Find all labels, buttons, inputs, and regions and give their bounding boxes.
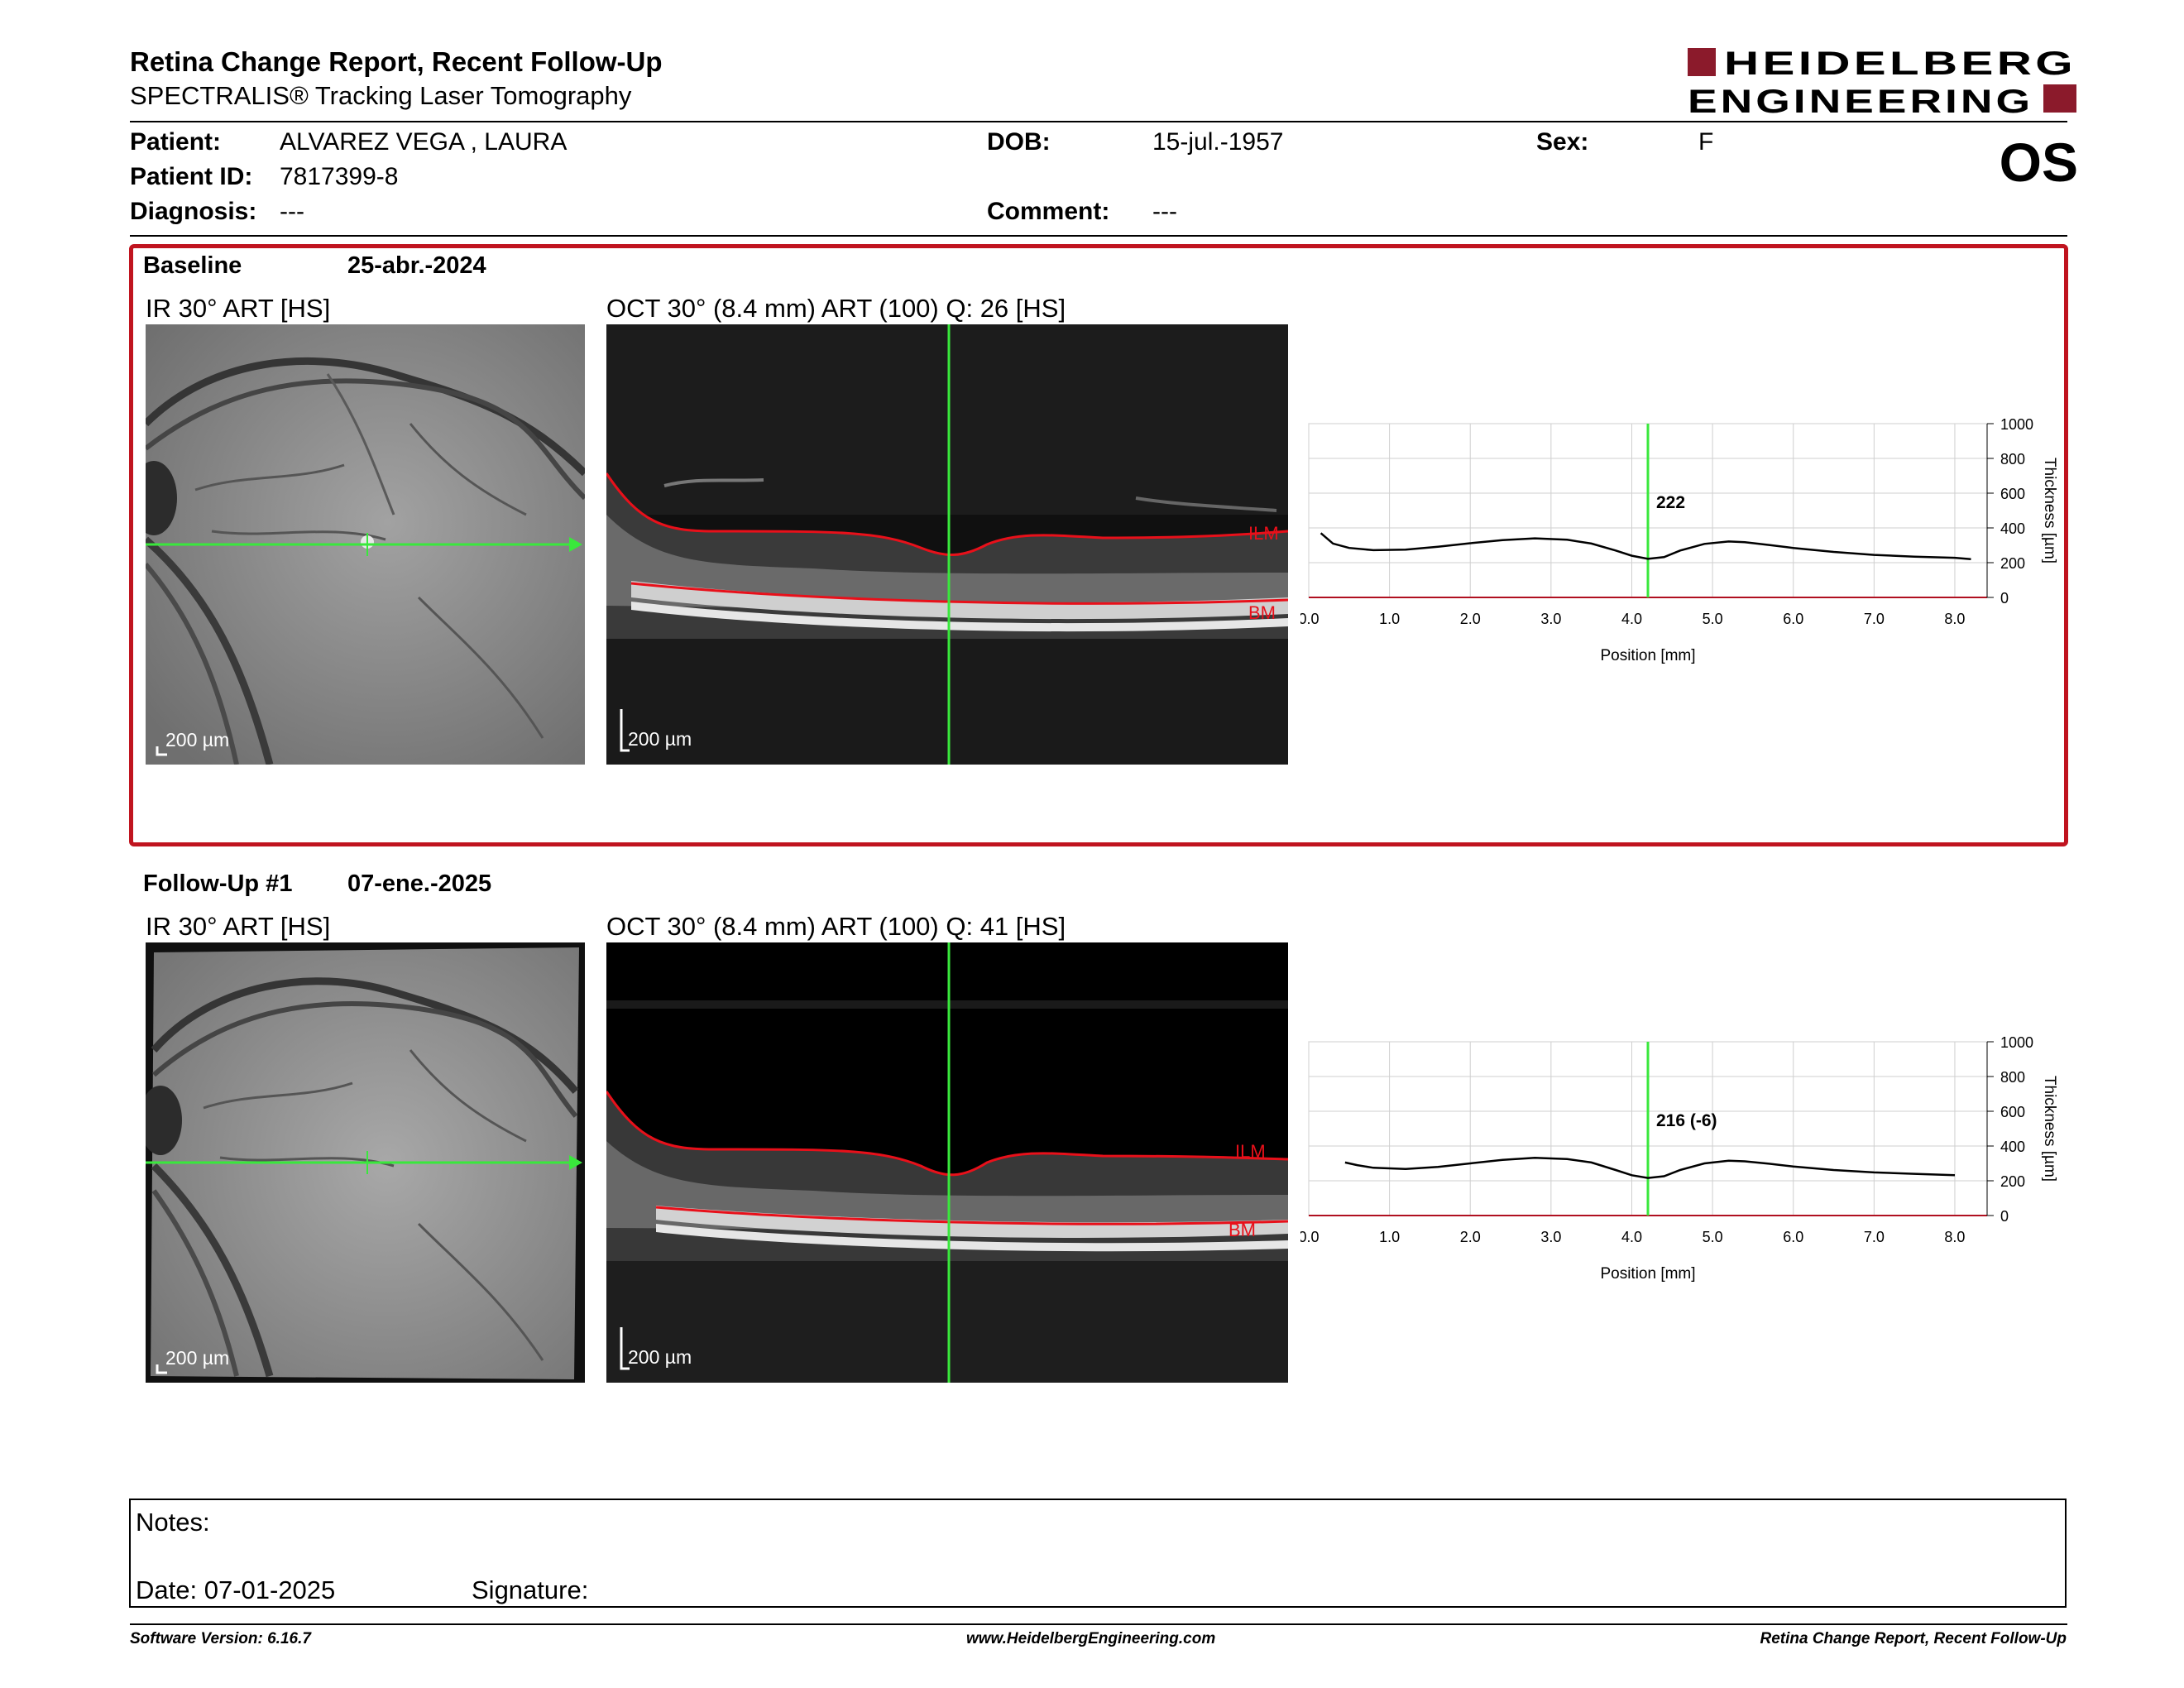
chart-y-tick-label: 0 (2000, 1208, 2009, 1225)
chart-x-tick-label: 7.0 (1864, 611, 1885, 627)
chart-thickness-line (1344, 1157, 1956, 1179)
patient-id-value: 7817399-8 (280, 163, 399, 190)
chart-x-tick-label: 5.0 (1703, 1229, 1723, 1245)
chart-y-tick-label: 1000 (2000, 416, 2033, 433)
followup-thickness-chart: 0.0 1.0 2.0 3.0 4.0 5.0 6.0 7.0 8.0 0 200 400 600 800… (1300, 1034, 2058, 1283)
followup-bm-label: BM (1228, 1220, 1256, 1240)
chart-x-tick-label: 4.0 (1621, 1229, 1642, 1245)
header-divider (130, 121, 2067, 122)
chart-x-tick-label: 0.0 (1300, 1229, 1320, 1245)
chart-y-tick-label: 1000 (2000, 1034, 2033, 1051)
diagnosis-label: Diagnosis: (130, 198, 257, 225)
notes-label: Notes: (136, 1508, 210, 1537)
followup-label: Follow-Up #1 (143, 870, 293, 897)
notes-box[interactable] (129, 1499, 2067, 1608)
followup-ir-fundus-image[interactable]: 200 µm (146, 942, 585, 1383)
sex-label: Sex: (1536, 128, 1589, 156)
chart-x-tick-label: 5.0 (1703, 611, 1723, 627)
report-title: Retina Change Report, Recent Follow-Up (130, 46, 663, 77)
signature-label: Signature: (472, 1575, 589, 1604)
chart-y-axis-label: Thickness [µm] (2041, 458, 2058, 563)
chart-x-tick-label: 0.0 (1300, 611, 1320, 627)
followup-oct-caption: OCT 30° (8.4 mm) ART (100) Q: 41 [HS] (606, 912, 1066, 941)
followup-oct-bscan-image[interactable]: ILM BM 200 µm (606, 942, 1288, 1383)
baseline-ilm-label: ILM (1248, 523, 1279, 544)
footer-divider (130, 1623, 2067, 1625)
chart-x-tick-label: 3.0 (1540, 1229, 1561, 1245)
chart-y-tick-label: 400 (2000, 1139, 2025, 1155)
chart-y-tick-label: 400 (2000, 520, 2025, 537)
baseline-oct-caption: OCT 30° (8.4 mm) ART (100) Q: 26 [HS] (606, 294, 1066, 323)
baseline-oct-bscan-image[interactable]: ILM BM 200 µm (606, 324, 1288, 765)
chart-y-tick-label: 0 (2000, 590, 2009, 607)
chart-x-tick-label: 1.0 (1379, 1229, 1400, 1245)
chart-x-tick-label: 1.0 (1379, 611, 1400, 627)
baseline-section-frame (129, 244, 2068, 846)
baseline-bm-label: BM (1248, 602, 1276, 623)
logo-line1: HEIDELBERG (1724, 46, 2076, 82)
chart-y-tick-label: 200 (2000, 555, 2025, 572)
baseline-ir-scale-label: 200 µm (165, 729, 230, 750)
chart-x-axis-label: Position [mm] (1600, 1265, 1695, 1283)
chart-cursor-value-label: 222 (1656, 493, 1685, 512)
patient-id-label: Patient ID: (130, 163, 253, 190)
footer-software-version: Software Version: 6.16.7 (130, 1630, 311, 1647)
chart-x-tick-label: 3.0 (1540, 611, 1561, 627)
chart-x-tick-label: 2.0 (1460, 1229, 1481, 1245)
notes-date: Date: 07-01-2025 (136, 1575, 336, 1604)
baseline-ir-caption: IR 30° ART [HS] (146, 294, 331, 323)
chart-thickness-line (1320, 532, 1971, 561)
baseline-ir-fundus-image[interactable]: 200 µm (146, 324, 585, 765)
chart-y-tick-label: 600 (2000, 1104, 2025, 1120)
logo-line2: ENGINEERING (1688, 84, 2033, 116)
followup-ir-caption: IR 30° ART [HS] (146, 912, 331, 941)
chart-x-tick-label: 4.0 (1621, 611, 1642, 627)
chart-y-tick-label: 800 (2000, 1069, 2025, 1086)
chart-y-tick-label: 800 (2000, 451, 2025, 468)
chart-x-tick-label: 8.0 (1944, 1229, 1965, 1245)
footer-report-name: Retina Change Report, Recent Follow-Up (1760, 1630, 2067, 1647)
dob-label: DOB: (987, 128, 1051, 156)
report-subtitle: SPECTRALIS® Tracking Laser Tomography (130, 81, 632, 110)
chart-cursor-value-label: 216 (-6) (1656, 1111, 1717, 1130)
baseline-date: 25-abr.-2024 (347, 252, 486, 279)
followup-date: 07-ene.-2025 (347, 870, 492, 897)
diagnosis-value: --- (280, 198, 304, 225)
eye-indicator: OS (1999, 132, 2078, 193)
sex-value: F (1698, 128, 1714, 156)
dob-value: 15-jul.-1957 (1152, 128, 1284, 156)
chart-y-tick-label: 600 (2000, 486, 2025, 502)
comment-label: Comment: (987, 198, 1110, 225)
baseline-oct-scale-label: 200 µm (628, 728, 692, 750)
chart-x-tick-label: 6.0 (1783, 611, 1803, 627)
comment-value: --- (1152, 198, 1177, 225)
baseline-thickness-chart: 0.0 1.0 2.0 3.0 4.0 5.0 6.0 7.0 8.0 0 200 400 600 800… (1300, 416, 2058, 664)
patient-name: ALVAREZ VEGA , LAURA (280, 128, 568, 156)
followup-oct-scale-label: 200 µm (628, 1346, 692, 1368)
chart-x-tick-label: 8.0 (1944, 611, 1965, 627)
chart-x-axis-label: Position [mm] (1600, 647, 1695, 664)
patient-label: Patient: (130, 128, 222, 156)
baseline-label: Baseline (143, 252, 242, 279)
followup-ir-scale-label: 200 µm (165, 1347, 230, 1369)
chart-y-tick-label: 200 (2000, 1173, 2025, 1190)
followup-ilm-label: ILM (1235, 1141, 1266, 1162)
info-divider (130, 235, 2067, 237)
footer-website-link[interactable]: www.HeidelbergEngineering.com (966, 1630, 1216, 1647)
chart-y-axis-label: Thickness [µm] (2041, 1076, 2058, 1182)
chart-x-tick-label: 7.0 (1864, 1229, 1885, 1245)
chart-x-tick-label: 2.0 (1460, 611, 1481, 627)
heidelberg-logo: HEIDELBERG ENGINEERING (1688, 46, 2076, 116)
chart-x-tick-label: 6.0 (1783, 1229, 1803, 1245)
